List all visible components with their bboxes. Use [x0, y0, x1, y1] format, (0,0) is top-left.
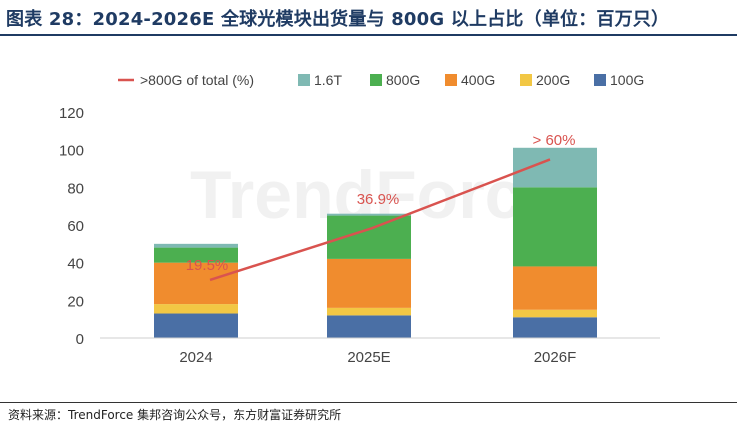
- legend-swatch-200g: [520, 74, 532, 86]
- x-tick-label-2025e: 2025E: [347, 349, 390, 366]
- y-tick-label-20: 20: [67, 293, 84, 310]
- legend-label-200g: 200G: [536, 72, 570, 88]
- x-tick-label-2026f: 2026F: [534, 349, 577, 366]
- legend-label-800g: 800G: [386, 72, 420, 88]
- x-axis: 2024 2025E 2026F: [100, 337, 660, 366]
- bar-2025e-1-6t: [327, 213, 411, 216]
- y-tick-label-40: 40: [67, 256, 84, 273]
- legend-swatch-800g: [370, 74, 382, 86]
- footer-divider: [0, 402, 737, 403]
- bars: [154, 147, 597, 338]
- y-tick-label-80: 80: [67, 180, 84, 197]
- legend-label-800g-of-total: >800G of total (%): [140, 72, 254, 88]
- y-axis: 0 20 40 60 80 100 120: [59, 105, 84, 348]
- bar-2026f-400g: [513, 266, 597, 310]
- bar-2024-100g: [154, 313, 238, 338]
- legend-swatch-1-6t: [298, 74, 310, 86]
- bar-2026f-800g: [513, 187, 597, 267]
- legend-label-100g: 100G: [610, 72, 644, 88]
- page-title: 图表 28：2024-2026E 全球光模块出货量与 800G 以上占比（单位：…: [6, 9, 670, 30]
- title-bar: 图表 28：2024-2026E 全球光模块出货量与 800G 以上占比（单位：…: [0, 0, 737, 36]
- y-tick-label-120: 120: [59, 105, 84, 122]
- bar-2024-1-6t: [154, 243, 238, 248]
- bar-2024-400g: [154, 262, 238, 305]
- bar-2025e-100g: [327, 315, 411, 338]
- share-line: [209, 158, 551, 282]
- legend-swatch-100g: [594, 74, 606, 86]
- chart: TrendForce >800G of total (%) 1.6T 800G 400…: [59, 72, 660, 366]
- share-label-1: 36.9%: [357, 191, 400, 208]
- bar-2026f-100g: [513, 317, 597, 338]
- share-label-2: > 60%: [533, 132, 576, 149]
- legend-swatch-400g: [445, 74, 457, 86]
- bar-2025e-200g: [327, 307, 411, 316]
- legend-label-400g: 400G: [461, 72, 495, 88]
- bar-2026f-200g: [513, 309, 597, 318]
- legend: >800G of total (%) 1.6T 800G 400G 200G 100G: [118, 72, 644, 88]
- share-label-0: 19.5%: [186, 257, 229, 274]
- bar-2025e-400g: [327, 258, 411, 308]
- y-tick-label-0: 0: [76, 331, 84, 348]
- x-tick-label-2024: 2024: [179, 349, 212, 366]
- source-note: 资料来源：TrendForce 集邦咨询公众号，东方财富证券研究所: [8, 408, 342, 422]
- legend-label-1-6t: 1.6T: [314, 72, 342, 88]
- bar-2024-200g: [154, 304, 238, 314]
- bar-2024-800g: [154, 247, 238, 263]
- line-layer: 19.5% 36.9% > 60%: [186, 132, 576, 282]
- y-tick-label-60: 60: [67, 218, 84, 235]
- y-tick-label-100: 100: [59, 143, 84, 160]
